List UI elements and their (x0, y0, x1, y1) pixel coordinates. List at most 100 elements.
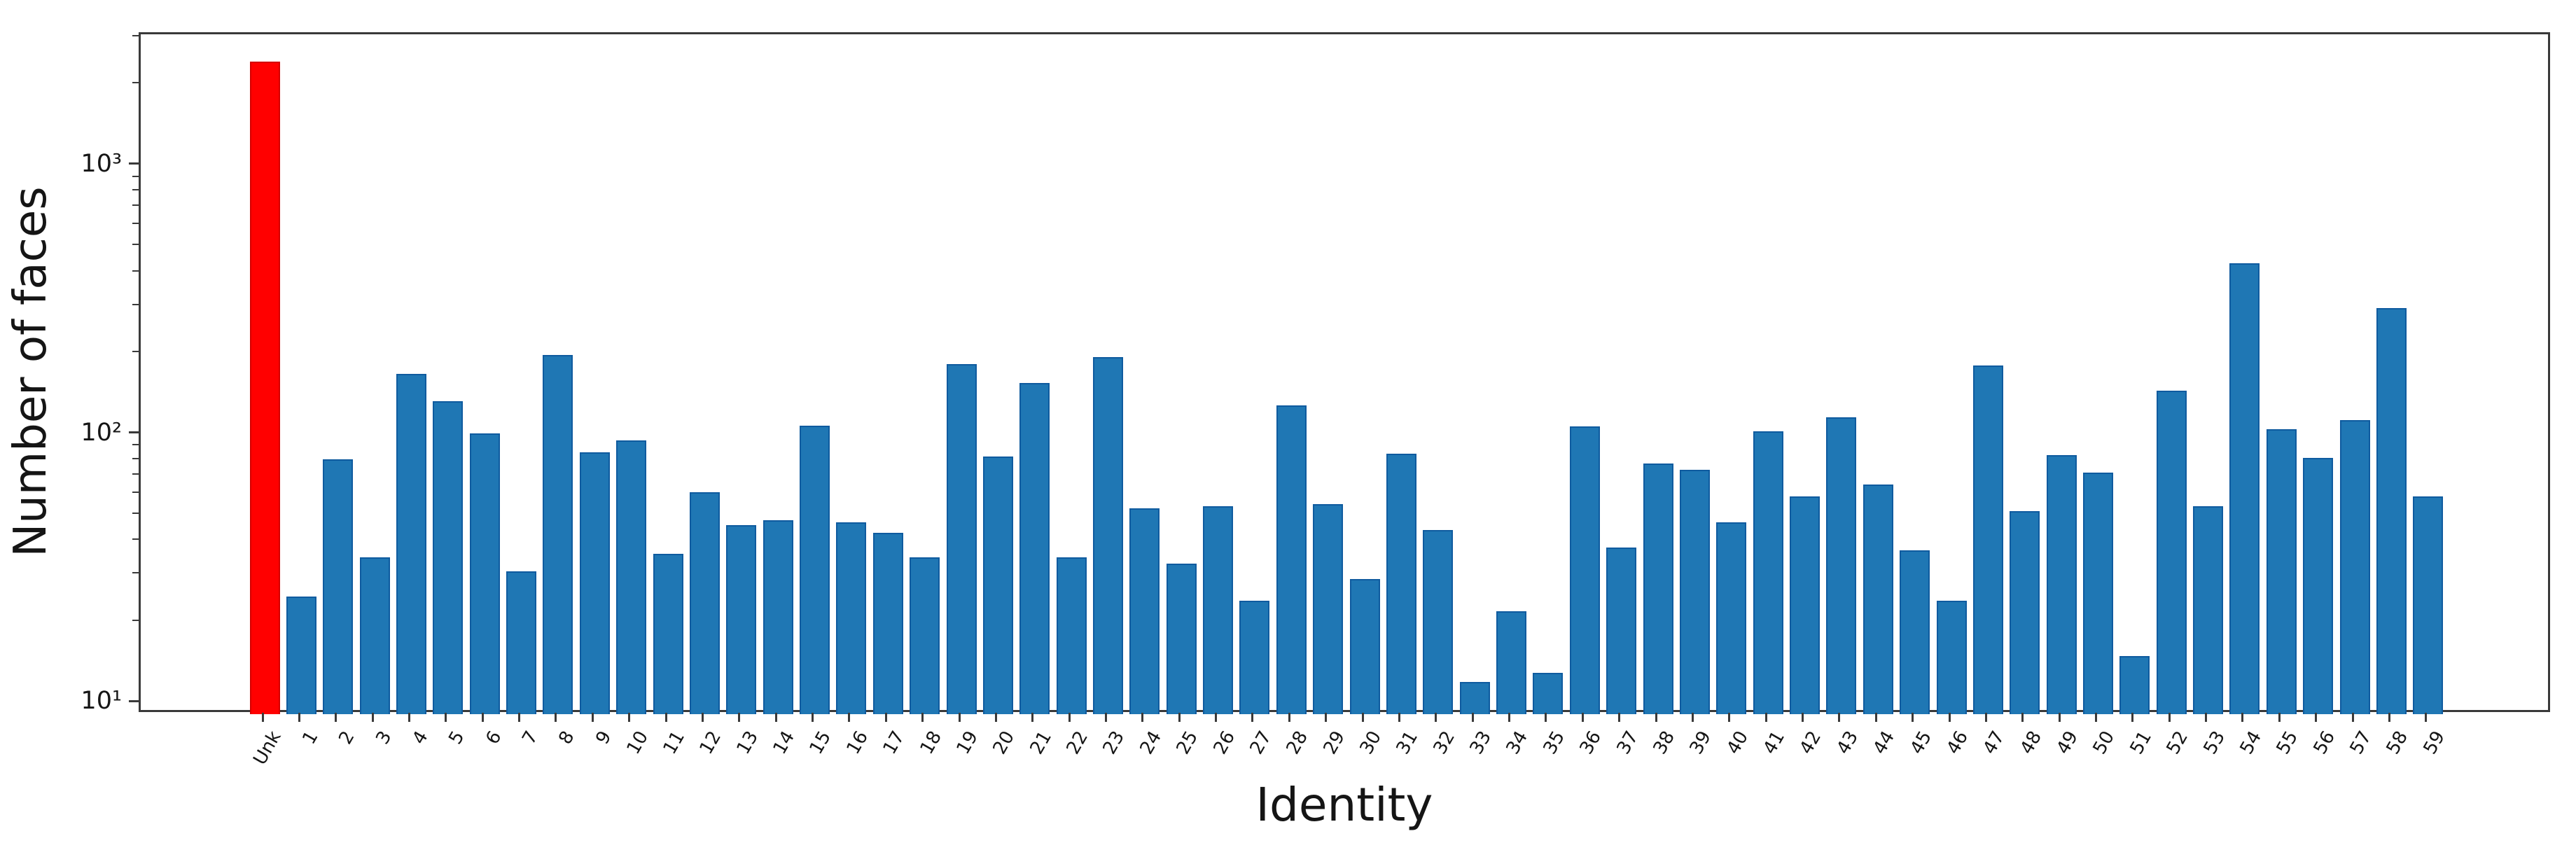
x-tick (812, 713, 814, 722)
x-tick (1288, 713, 1290, 722)
y-minor-tick (132, 491, 139, 493)
x-tick (1802, 713, 1804, 722)
bar-36 (1569, 426, 1600, 714)
x-tick (1618, 713, 1621, 722)
x-tick (958, 713, 961, 722)
x-tick (2131, 713, 2134, 722)
bar-55 (2266, 429, 2297, 714)
bar-44 (1863, 485, 1893, 714)
x-tick (1874, 713, 1877, 722)
bar-2 (323, 459, 354, 714)
bar-31 (1386, 453, 1416, 714)
bar-45 (1900, 550, 1930, 714)
plot-area (139, 32, 2550, 714)
bar-49 (2046, 454, 2077, 714)
x-tick (408, 713, 410, 722)
bar-7 (506, 571, 537, 714)
y-minor-tick (132, 572, 139, 574)
bar-26 (1203, 506, 1234, 714)
y-minor-tick (132, 189, 139, 191)
bar-29 (1313, 504, 1344, 714)
y-tick-10³ (129, 162, 139, 165)
x-tick (1545, 713, 1547, 722)
x-tick (335, 713, 337, 722)
x-tick (1838, 713, 1841, 722)
bar-4 (396, 374, 426, 714)
bar-38 (1643, 464, 1673, 714)
x-axis-label: Identity (1255, 778, 1433, 832)
y-minor-tick (132, 444, 139, 446)
bar-54 (2229, 263, 2260, 714)
bar-16 (836, 522, 867, 714)
x-tick (1068, 713, 1071, 722)
x-tick (1031, 713, 1034, 722)
y-tick-10¹ (129, 699, 139, 702)
x-tick (848, 713, 851, 722)
bar-22 (1056, 557, 1087, 714)
x-tick (1691, 713, 1694, 722)
bar-21 (1019, 382, 1050, 714)
bar-13 (726, 525, 757, 714)
x-tick (1361, 713, 1364, 722)
y-minor-tick (132, 473, 139, 475)
x-tick (2021, 713, 2024, 722)
x-tick (555, 713, 557, 722)
x-tick (2315, 713, 2318, 722)
x-tick (591, 713, 594, 722)
bar-6 (469, 433, 500, 714)
bar-19 (946, 363, 977, 714)
bar-8 (543, 354, 573, 714)
x-tick (2425, 713, 2428, 722)
bar-30 (1349, 578, 1380, 714)
bar-3 (359, 557, 390, 714)
x-tick (298, 713, 300, 722)
x-tick (1912, 713, 1914, 722)
bar-39 (1679, 469, 1710, 714)
x-tick (994, 713, 997, 722)
y-minor-tick (132, 303, 139, 305)
bar-14 (763, 520, 793, 714)
y-tick-label: 10³ (81, 149, 122, 178)
bar-58 (2376, 307, 2407, 714)
y-minor-tick (132, 244, 139, 246)
bar-Unk (249, 61, 280, 714)
bar-28 (1276, 405, 1307, 714)
x-tick (2095, 713, 2097, 722)
x-tick (1435, 713, 1437, 722)
bar-5 (433, 401, 464, 714)
x-tick (664, 713, 667, 722)
bar-59 (2413, 496, 2444, 714)
x-tick (1581, 713, 1584, 722)
bar-46 (1936, 601, 1967, 714)
bar-1 (286, 596, 316, 714)
x-tick (701, 713, 704, 722)
x-tick (1764, 713, 1767, 722)
bar-56 (2303, 457, 2334, 714)
y-minor-tick (132, 270, 139, 272)
y-minor-tick (132, 538, 139, 541)
x-tick (2388, 713, 2390, 722)
y-minor-tick (132, 34, 139, 36)
x-tick (1398, 713, 1400, 722)
x-tick (884, 713, 887, 722)
bar-42 (1790, 496, 1820, 714)
y-minor-tick (132, 223, 139, 225)
bar-47 (1972, 365, 2003, 714)
y-minor-tick (132, 513, 139, 515)
x-tick (371, 713, 374, 722)
bar-9 (579, 452, 610, 714)
y-minor-tick (132, 175, 139, 177)
x-tick (481, 713, 484, 722)
x-tick (1325, 713, 1328, 722)
y-tick-10² (129, 431, 139, 434)
x-tick (518, 713, 521, 722)
x-tick (2168, 713, 2171, 722)
bar-57 (2339, 420, 2370, 714)
x-tick (2241, 713, 2244, 722)
bar-18 (910, 557, 940, 714)
bar-41 (1753, 431, 1783, 714)
x-tick (1728, 713, 1731, 722)
bar-10 (616, 440, 647, 714)
bar-24 (1129, 508, 1160, 714)
